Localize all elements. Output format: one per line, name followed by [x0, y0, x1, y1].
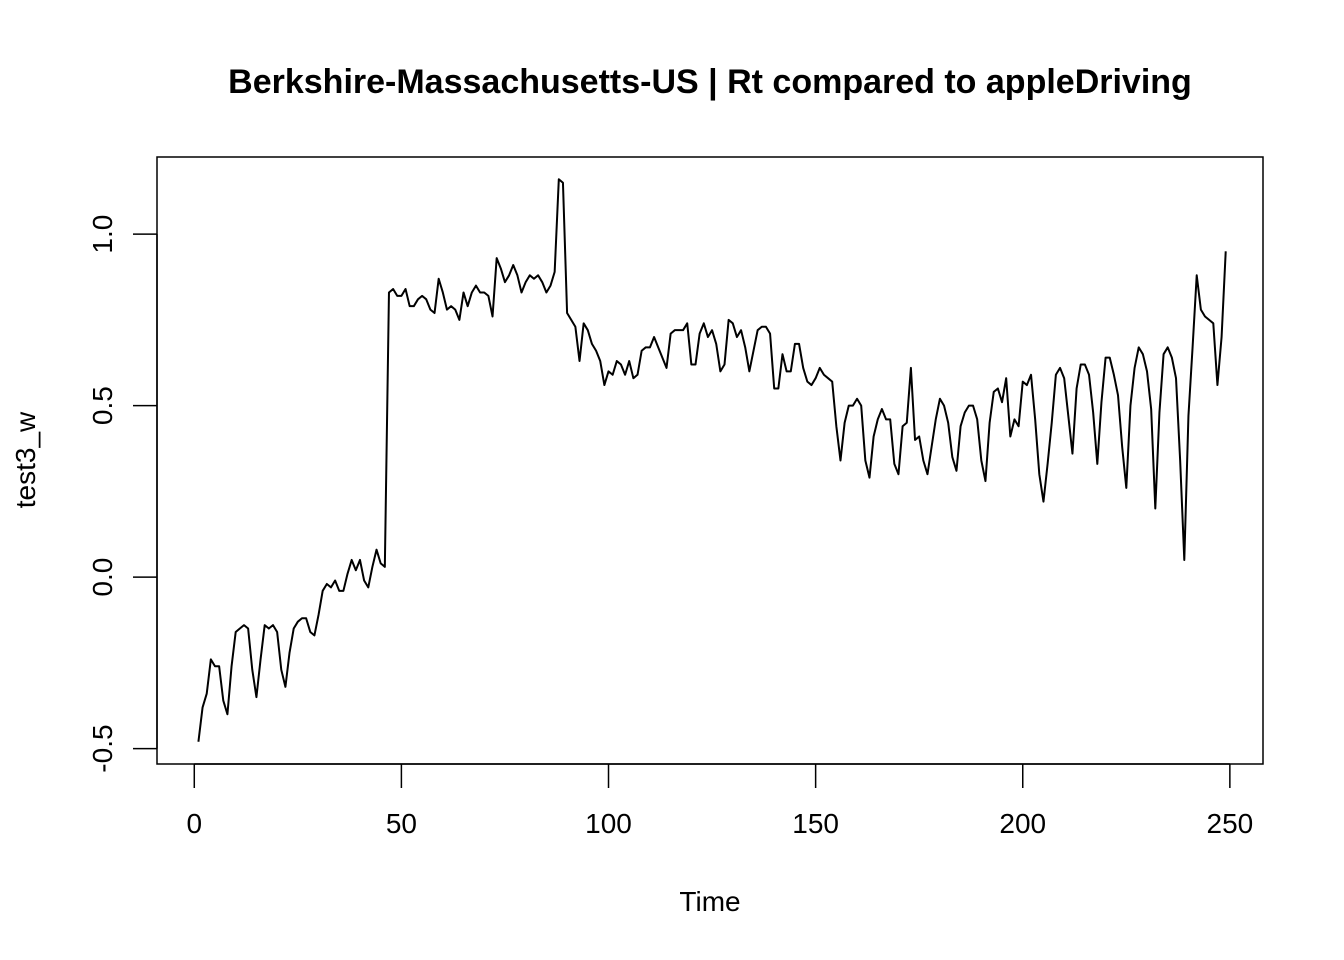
y-axis-label: test3_w: [10, 411, 41, 508]
y-tick-label: 0.0: [87, 558, 118, 597]
x-tick-label: 100: [585, 808, 632, 839]
y-tick-label: 1.0: [87, 215, 118, 254]
x-tick-label: 50: [386, 808, 417, 839]
x-tick-label: 0: [186, 808, 202, 839]
x-tick-label: 200: [999, 808, 1046, 839]
x-tick-label: 150: [792, 808, 839, 839]
chart-title: Berkshire-Massachusetts-US | Rt compared…: [228, 63, 1192, 101]
y-tick-label: 0.5: [87, 386, 118, 425]
x-tick-label: 250: [1207, 808, 1254, 839]
series-group: [197, 178, 1227, 742]
y-axis: -0.5 0.0 0.5 1.0: [87, 215, 158, 773]
x-axis-label: Time: [679, 886, 740, 917]
series-line: [197, 178, 1227, 742]
y-tick-label: -0.5: [87, 724, 118, 772]
x-axis: 0 50 100 150 200 250: [186, 763, 1254, 839]
